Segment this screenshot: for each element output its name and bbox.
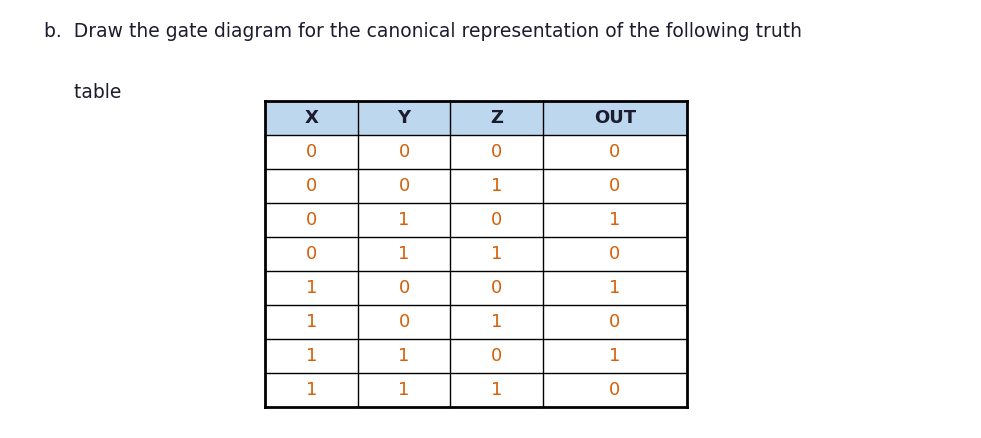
Text: 0: 0 bbox=[398, 313, 410, 331]
Text: 0: 0 bbox=[398, 279, 410, 297]
Text: 0: 0 bbox=[306, 211, 317, 229]
Text: 0: 0 bbox=[398, 177, 410, 195]
Text: Z: Z bbox=[490, 109, 503, 127]
Text: 0: 0 bbox=[398, 143, 410, 161]
Text: 0: 0 bbox=[609, 381, 621, 399]
Text: 0: 0 bbox=[306, 143, 317, 161]
Text: 0: 0 bbox=[491, 347, 502, 365]
Text: 1: 1 bbox=[491, 381, 502, 399]
Text: 1: 1 bbox=[491, 313, 502, 331]
Text: 0: 0 bbox=[306, 177, 317, 195]
Text: 0: 0 bbox=[491, 211, 502, 229]
Text: 1: 1 bbox=[609, 279, 621, 297]
Text: 1: 1 bbox=[491, 177, 502, 195]
Text: 1: 1 bbox=[398, 211, 410, 229]
Text: OUT: OUT bbox=[594, 109, 636, 127]
Bar bbox=[265, 101, 687, 135]
Text: 0: 0 bbox=[609, 245, 621, 263]
Text: 0: 0 bbox=[609, 177, 621, 195]
Text: 1: 1 bbox=[398, 347, 410, 365]
Text: 1: 1 bbox=[398, 245, 410, 263]
Text: 0: 0 bbox=[609, 313, 621, 331]
Text: 0: 0 bbox=[609, 143, 621, 161]
Text: Y: Y bbox=[397, 109, 411, 127]
Text: 1: 1 bbox=[306, 381, 317, 399]
Text: 1: 1 bbox=[306, 347, 317, 365]
Text: b.  Draw the gate diagram for the canonical representation of the following trut: b. Draw the gate diagram for the canonic… bbox=[44, 22, 802, 41]
Text: 0: 0 bbox=[491, 143, 502, 161]
Text: 1: 1 bbox=[306, 279, 317, 297]
Text: 1: 1 bbox=[398, 381, 410, 399]
Text: 1: 1 bbox=[609, 211, 621, 229]
Text: table: table bbox=[44, 83, 122, 102]
Text: 1: 1 bbox=[609, 347, 621, 365]
Text: 0: 0 bbox=[491, 279, 502, 297]
Text: 1: 1 bbox=[491, 245, 502, 263]
Text: X: X bbox=[304, 109, 318, 127]
Text: 1: 1 bbox=[306, 313, 317, 331]
Text: 0: 0 bbox=[306, 245, 317, 263]
